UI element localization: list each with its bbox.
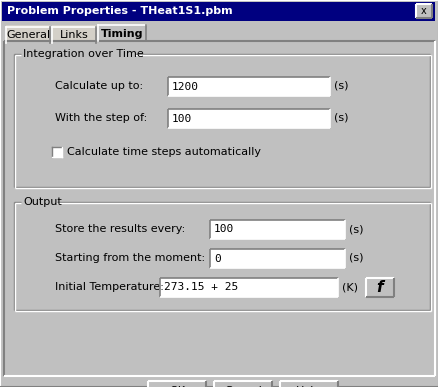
Text: Starting from the moment:: Starting from the moment:	[55, 253, 205, 263]
Text: Links: Links	[60, 30, 88, 40]
Text: OK: OK	[169, 386, 184, 387]
Text: 273.15 + 25: 273.15 + 25	[164, 283, 238, 293]
Bar	[415, 4, 431, 18]
Text: Calculate time steps automatically: Calculate time steps automatically	[67, 147, 261, 157]
Text: x: x	[420, 6, 426, 16]
Bar	[148, 381, 205, 387]
Text: General: General	[6, 30, 50, 40]
Bar	[98, 23, 146, 41]
Bar	[52, 147, 62, 157]
Bar	[2, 2, 434, 21]
Text: f: f	[376, 280, 382, 295]
Text: Store the results every:: Store the results every:	[55, 224, 185, 234]
Bar	[209, 249, 344, 268]
Text: Problem Properties - THeat1S1.pbm: Problem Properties - THeat1S1.pbm	[7, 7, 232, 17]
Text: (K): (K)	[341, 282, 357, 292]
Text: (s): (s)	[348, 253, 363, 263]
Text: Integration over Time: Integration over Time	[23, 49, 143, 59]
Text: (s): (s)	[348, 224, 363, 234]
Text: Help: Help	[296, 386, 321, 387]
Text: With the step of:: With the step of:	[55, 113, 147, 123]
Bar	[279, 381, 337, 387]
Text: 100: 100	[213, 224, 234, 235]
Bar	[209, 220, 344, 239]
Bar	[365, 278, 393, 297]
Bar	[168, 109, 329, 128]
Text: 1200: 1200	[172, 82, 198, 91]
Text: Timing: Timing	[100, 29, 143, 39]
Bar	[159, 278, 337, 297]
Text: (s): (s)	[333, 113, 348, 123]
Text: Cancel: Cancel	[223, 386, 261, 387]
Text: (s): (s)	[333, 81, 348, 91]
Text: Output: Output	[23, 197, 62, 207]
Bar	[168, 77, 329, 96]
Text: Calculate up to:: Calculate up to:	[55, 81, 143, 91]
Bar	[52, 25, 96, 41]
Text: Initial Temperature:: Initial Temperature:	[55, 282, 163, 292]
Bar	[6, 25, 50, 41]
Text: 0: 0	[213, 253, 220, 264]
Bar	[4, 41, 434, 376]
Bar	[213, 381, 272, 387]
Text: 100: 100	[172, 113, 192, 123]
